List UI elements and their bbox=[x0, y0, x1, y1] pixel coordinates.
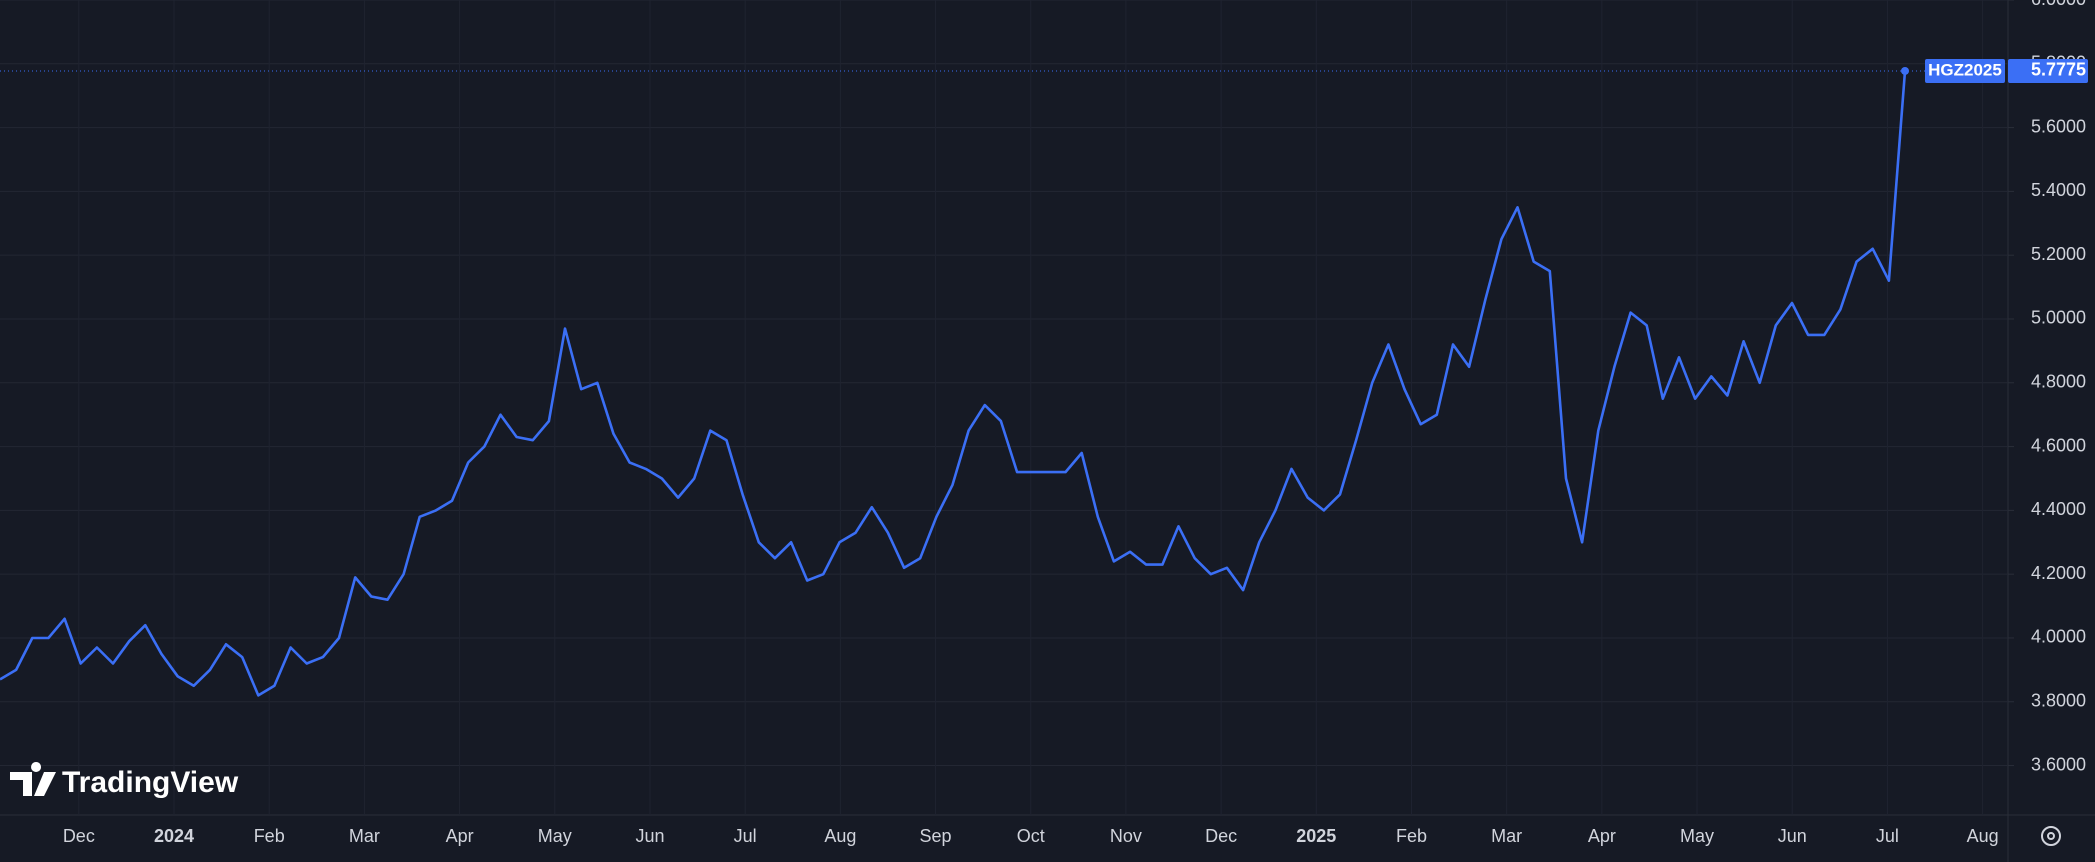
symbol-tag bbox=[1925, 58, 2005, 83]
x-tick-label: 2024 bbox=[154, 826, 194, 846]
x-tick-label: Sep bbox=[920, 826, 952, 846]
last-price-dot bbox=[1901, 66, 1909, 75]
logo: TradingView bbox=[10, 762, 239, 799]
logo-icon bbox=[10, 762, 56, 796]
y-tick-label: 5.0000 bbox=[2031, 308, 2086, 328]
x-tick-label: Oct bbox=[1017, 826, 1045, 846]
x-tick-label: May bbox=[1680, 826, 1714, 846]
settings-button[interactable] bbox=[2041, 826, 2061, 846]
x-tick-label: Jun bbox=[635, 826, 664, 846]
y-tick-label: 6.0000 bbox=[2031, 0, 2086, 9]
watermark: TradingView bbox=[62, 766, 239, 799]
y-tick-label: 5.2000 bbox=[2031, 244, 2086, 264]
x-tick-label: Dec bbox=[1205, 826, 1237, 846]
y-tick-label: 5.6000 bbox=[2031, 116, 2086, 136]
x-tick-label: Feb bbox=[254, 826, 285, 846]
price-tag bbox=[2008, 58, 2088, 83]
symbol-label: HGZ2025 bbox=[1928, 60, 2002, 79]
x-tick-label: Jul bbox=[1876, 826, 1899, 846]
x-tick-label: Jul bbox=[734, 826, 757, 846]
y-tick-label: 4.8000 bbox=[2031, 372, 2086, 392]
x-tick-label: Aug bbox=[824, 826, 856, 846]
settings-icon-core[interactable] bbox=[2047, 832, 2055, 840]
y-tick-label: 4.0000 bbox=[2031, 627, 2086, 647]
x-tick-label: Nov bbox=[1110, 826, 1142, 846]
y-tick-label: 3.8000 bbox=[2031, 691, 2086, 711]
x-tick-label: Mar bbox=[1491, 826, 1522, 846]
grid bbox=[0, 0, 2008, 815]
x-tick-label: Apr bbox=[446, 826, 474, 846]
y-tick-label: 4.4000 bbox=[2031, 499, 2086, 519]
y-tick-label: 3.6000 bbox=[2031, 754, 2086, 774]
price-tag-label: 5.7775 bbox=[2031, 60, 2086, 80]
x-tick-label: Aug bbox=[1967, 826, 1999, 846]
x-tick-label: Feb bbox=[1396, 826, 1427, 846]
x-tick-label: 2025 bbox=[1296, 826, 1336, 846]
plot bbox=[0, 66, 2008, 697]
x-tick-label: Dec bbox=[63, 826, 95, 846]
y-tick-label: 4.6000 bbox=[2031, 435, 2086, 455]
x-tick-label: Jun bbox=[1778, 826, 1807, 846]
x-tick-label: May bbox=[538, 826, 572, 846]
y-tick-label: 4.2000 bbox=[2031, 563, 2086, 583]
price-line bbox=[0, 70, 1907, 697]
x-tick-label: Apr bbox=[1588, 826, 1616, 846]
y-tick-label: 5.4000 bbox=[2031, 180, 2086, 200]
settings-icon[interactable] bbox=[2041, 826, 2061, 846]
x-tick-label: Mar bbox=[349, 826, 380, 846]
